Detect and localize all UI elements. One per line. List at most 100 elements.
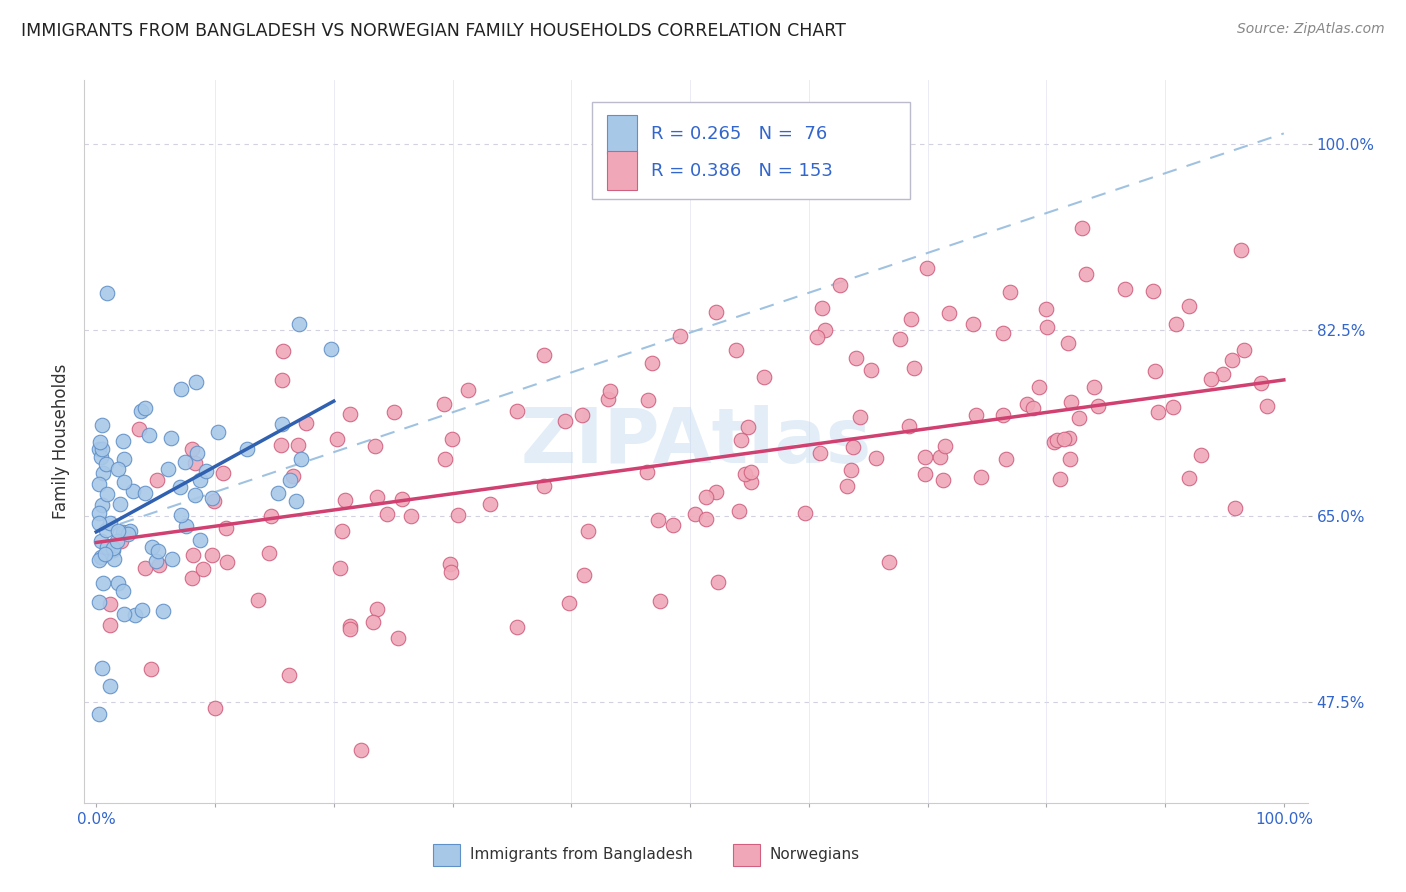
- Point: [183, 456, 205, 470]
- Text: R = 0.386   N = 153: R = 0.386 N = 153: [651, 161, 832, 179]
- Text: ZIPAtlas: ZIPAtlas: [520, 405, 872, 478]
- Point: [1146, 405, 1168, 419]
- Point: [98, 679, 121, 693]
- Point: [1114, 282, 1136, 296]
- Point: [152, 604, 174, 618]
- Point: [290, 451, 312, 466]
- Point: [186, 446, 208, 460]
- FancyBboxPatch shape: [592, 102, 910, 200]
- Point: [669, 329, 692, 343]
- Point: [174, 518, 197, 533]
- Point: [728, 504, 751, 518]
- Point: [1074, 267, 1097, 281]
- Point: [734, 467, 756, 482]
- Point: [96, 457, 118, 471]
- Point: [808, 445, 831, 459]
- Point: [339, 407, 361, 421]
- Point: [101, 543, 124, 558]
- Point: [329, 561, 352, 575]
- Point: [90, 442, 112, 456]
- Point: [994, 452, 1017, 467]
- Point: [1199, 371, 1222, 385]
- Point: [326, 432, 349, 446]
- Point: [962, 317, 984, 331]
- Point: [181, 548, 204, 562]
- Point: [1142, 284, 1164, 298]
- Point: [87, 706, 110, 721]
- Point: [98, 516, 121, 530]
- Point: [112, 434, 135, 448]
- Point: [186, 375, 208, 389]
- Point: [214, 521, 236, 535]
- Point: [366, 602, 388, 616]
- Point: [903, 360, 925, 375]
- Point: [1000, 285, 1022, 299]
- Point: [108, 497, 131, 511]
- Point: [91, 466, 114, 480]
- Point: [181, 442, 204, 457]
- Point: [188, 533, 211, 547]
- Point: [991, 408, 1014, 422]
- Text: Norwegians: Norwegians: [769, 847, 859, 863]
- Point: [695, 512, 717, 526]
- Point: [636, 465, 658, 479]
- Point: [184, 488, 207, 502]
- Point: [96, 487, 118, 501]
- Point: [970, 470, 993, 484]
- Point: [212, 466, 235, 480]
- Point: [637, 392, 659, 407]
- Point: [146, 473, 169, 487]
- Point: [457, 383, 479, 397]
- Point: [1035, 301, 1057, 316]
- Point: [1046, 433, 1069, 447]
- Point: [1087, 399, 1109, 413]
- Point: [105, 533, 128, 548]
- Point: [554, 414, 576, 428]
- Point: [1067, 410, 1090, 425]
- Point: [433, 452, 456, 467]
- Point: [1042, 434, 1064, 449]
- Point: [94, 547, 117, 561]
- Point: [1053, 432, 1076, 446]
- Point: [914, 450, 936, 465]
- Point: [845, 351, 868, 366]
- Point: [576, 524, 599, 538]
- Point: [865, 450, 887, 465]
- Point: [91, 498, 114, 512]
- Point: [914, 467, 936, 482]
- Point: [991, 326, 1014, 340]
- Point: [1022, 401, 1045, 415]
- Point: [860, 363, 883, 377]
- Point: [138, 428, 160, 442]
- Point: [1056, 336, 1078, 351]
- Point: [188, 473, 211, 487]
- Point: [96, 524, 118, 538]
- Point: [202, 494, 225, 508]
- Point: [740, 465, 762, 479]
- Point: [271, 417, 294, 432]
- Text: Immigrants from Bangladesh: Immigrants from Bangladesh: [470, 847, 692, 863]
- Point: [194, 465, 217, 479]
- Point: [806, 330, 828, 344]
- Point: [447, 508, 470, 523]
- Point: [112, 584, 135, 599]
- Point: [103, 551, 125, 566]
- Point: [1189, 448, 1212, 462]
- Point: [361, 615, 384, 629]
- Point: [159, 431, 181, 445]
- Point: [1059, 451, 1081, 466]
- Point: [129, 403, 152, 417]
- Point: [479, 497, 502, 511]
- Point: [1230, 243, 1253, 257]
- Point: [259, 508, 281, 523]
- Point: [160, 551, 183, 566]
- Point: [98, 617, 121, 632]
- Point: [375, 507, 398, 521]
- Point: [1212, 368, 1234, 382]
- Point: [704, 485, 727, 500]
- Point: [90, 534, 112, 549]
- Point: [89, 476, 111, 491]
- Point: [285, 494, 308, 508]
- Point: [965, 409, 987, 423]
- Point: [1060, 395, 1083, 409]
